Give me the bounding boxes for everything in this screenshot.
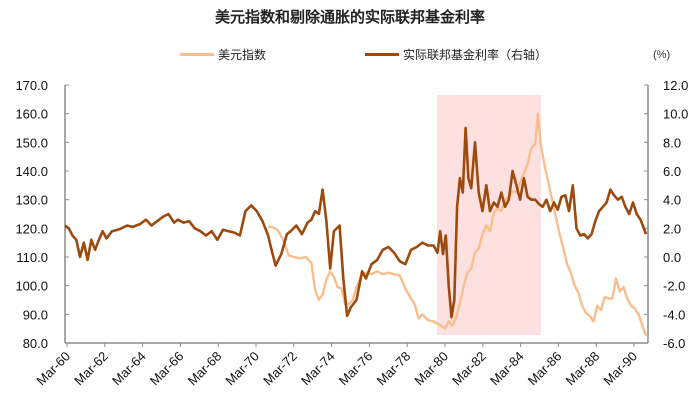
x-axis-tick-label: Mar-68 (185, 349, 225, 389)
x-axis-tick-label: Mar-66 (147, 349, 187, 389)
left-axis-tick-label: 140.0 (15, 164, 48, 179)
legend-swatch-dxy (180, 53, 214, 56)
highlight-region (437, 95, 541, 335)
x-axis-tick-label: Mar-62 (71, 349, 111, 389)
right-axis-tick-label: 0.0 (663, 250, 681, 265)
left-axis-tick-label: 150.0 (15, 135, 48, 150)
right-axis-tick-label: 12.0 (663, 78, 688, 93)
left-axis-tick-label: 100.0 (15, 279, 48, 294)
left-axis-tick-label: 130.0 (15, 193, 48, 208)
right-axis-tick-label: 2.0 (663, 221, 681, 236)
series-line-real-fed-rate (64, 126, 648, 319)
legend-label-dxy: 美元指数 (218, 48, 267, 62)
x-axis-tick-label: Mar-86 (525, 349, 565, 389)
right-axis-tick-label: 4.0 (663, 193, 681, 208)
right-axis-tick-label: 8.0 (663, 135, 681, 150)
left-axis-tick-label: 170.0 (15, 78, 48, 93)
x-axis-tick-label: Mar-88 (563, 349, 603, 389)
x-axis-tick-label: Mar-74 (298, 349, 338, 389)
x-axis-tick-label: Mar-78 (374, 349, 414, 389)
legend-item-dxy: 美元指数 (180, 46, 266, 63)
series-line-dxy (268, 112, 648, 337)
left-axis-tick-label: 160.0 (15, 107, 48, 122)
x-axis-tick-label: Mar-70 (222, 349, 262, 389)
x-axis-tick-label: Mar-60 (33, 349, 73, 389)
left-axis-tick-label: 80.0 (23, 336, 48, 351)
x-axis-tick-label: Mar-84 (487, 349, 527, 389)
shaded-period (437, 95, 541, 335)
x-axis-tick-label: Mar-80 (411, 349, 451, 389)
x-axis-tick-label: Mar-82 (449, 349, 489, 389)
chart-legend: 美元指数 实际联邦基金利率（右轴） (0, 46, 700, 64)
chart-lines (64, 112, 648, 337)
right-axis-tick-label: -2.0 (663, 279, 685, 294)
x-axis-tick-label: Mar-64 (109, 349, 149, 389)
x-axis-tick-label: Mar-90 (600, 349, 640, 389)
right-axis-tick-label: -6.0 (663, 336, 685, 351)
right-axis-tick-label: 10.0 (663, 107, 688, 122)
x-axis-tick-label: Mar-72 (260, 349, 300, 389)
chart-axes: 170.0 160.0 150.0 140.0 130.0 120.0 110.0 100.0… (15, 78, 688, 388)
right-axis-tick-label: -4.0 (663, 307, 685, 322)
left-axis-tick-label: 120.0 (15, 221, 48, 236)
right-axis-unit: (%) (653, 49, 671, 61)
right-axis-tick-label: 6.0 (663, 164, 681, 179)
chart-title: 美元指数和剔除通胀的实际联邦基金利率 (214, 8, 485, 26)
left-axis-tick-label: 110.0 (16, 250, 48, 265)
x-axis-tick-label: Mar-76 (336, 349, 376, 389)
legend-label-rate: 实际联邦基金利率（右轴） (403, 48, 548, 62)
legend-swatch-rate (365, 53, 399, 56)
left-axis-tick-label: 90.0 (23, 307, 48, 322)
legend-item-rate: 实际联邦基金利率（右轴） (365, 46, 547, 63)
